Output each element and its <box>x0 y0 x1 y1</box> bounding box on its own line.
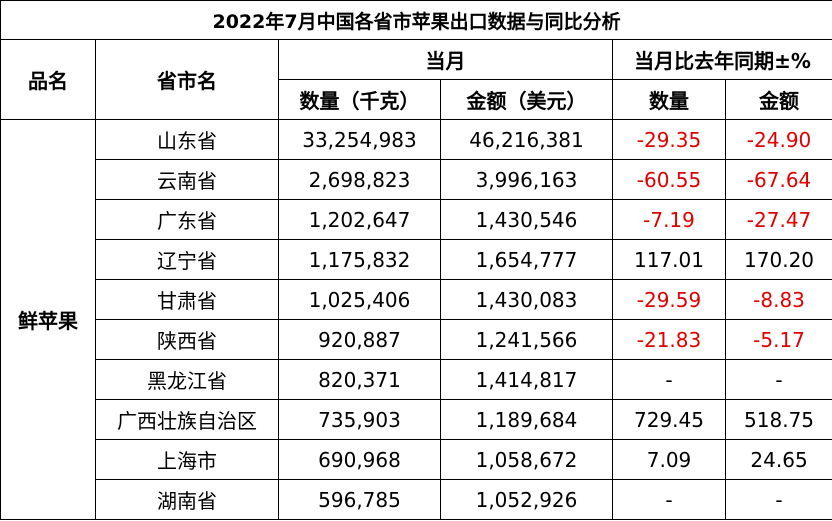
header-product: 品名 <box>0 39 96 120</box>
qty-cell: 1,025,406 <box>278 279 441 320</box>
header-current: 当月 <box>278 39 613 80</box>
qty-cell: 820,371 <box>278 359 441 400</box>
product-cell: 鲜苹果 <box>0 119 96 520</box>
header-yoy-qty: 数量 <box>612 79 726 120</box>
qty-cell: 33,254,983 <box>278 119 441 160</box>
qty-cell: 1,175,832 <box>278 239 441 280</box>
yoy-amount-cell: 518.75 <box>724 399 832 440</box>
data-row: 上海市 690,968 1,058,672 7.09 24.65 <box>1 439 832 480</box>
header-yoy: 当月比去年同期±% <box>611 39 832 80</box>
amount-cell: 1,052,926 <box>440 479 613 520</box>
amount-cell: 3,996,163 <box>440 159 613 200</box>
province-cell: 陕西省 <box>95 319 279 360</box>
header-qty: 数量（千克） <box>278 79 441 120</box>
yoy-amount-cell: - <box>724 479 832 520</box>
yoy-qty-cell: -7.19 <box>612 199 726 240</box>
yoy-amount-cell: -5.17 <box>724 319 832 360</box>
amount-cell: 1,430,083 <box>440 279 613 320</box>
yoy-qty-cell: -21.83 <box>612 319 726 360</box>
data-row: 陕西省 920,887 1,241,566 -21.83 -5.17 <box>1 319 832 360</box>
province-cell: 云南省 <box>95 159 279 200</box>
yoy-qty-cell: -29.35 <box>612 119 726 160</box>
qty-cell: 596,785 <box>278 479 441 520</box>
yoy-qty-cell: 7.09 <box>612 439 726 480</box>
amount-cell: 1,654,777 <box>440 239 613 280</box>
qty-cell: 735,903 <box>278 399 441 440</box>
amount-cell: 1,414,817 <box>440 359 613 400</box>
amount-cell: 46,216,381 <box>440 119 613 160</box>
amount-cell: 1,430,546 <box>440 199 613 240</box>
qty-cell: 1,202,647 <box>278 199 441 240</box>
qty-cell: 920,887 <box>278 319 441 360</box>
province-cell: 广东省 <box>95 199 279 240</box>
yoy-amount-cell: -8.83 <box>724 279 832 320</box>
province-cell: 山东省 <box>95 119 279 160</box>
yoy-qty-cell: -29.59 <box>612 279 726 320</box>
data-row: 鲜苹果 山东省 33,254,983 46,216,381 -29.35 -24.90 <box>0 119 832 520</box>
yoy-qty-cell: 729.45 <box>612 399 726 440</box>
province-cell: 湖南省 <box>95 479 279 520</box>
yoy-qty-cell: 117.01 <box>612 239 726 280</box>
data-row: 云南省 2,698,823 3,996,163 -60.55 -67.64 <box>1 159 832 200</box>
header-province: 省市名 <box>95 39 279 120</box>
amount-cell: 1,189,684 <box>440 399 613 440</box>
data-row: 黑龙江省 820,371 1,414,817- - <box>1 359 832 400</box>
data-row: 甘肃省 1,025,406 1,430,083 -29.59 -8.83 <box>1 279 832 320</box>
yoy-amount-cell: - <box>724 359 832 400</box>
yoy-qty-cell: - <box>612 359 726 400</box>
yoy-qty-cell: -60.55 <box>612 159 726 200</box>
yoy-amount-cell: -27.47 <box>724 199 832 240</box>
yoy-amount-cell: 170.20 <box>724 239 832 280</box>
province-cell: 广西壮族自治区 <box>95 399 279 440</box>
province-cell: 甘肃省 <box>95 279 279 320</box>
data-row: 广东省 1,202,647 1,430,546 -7.19 -27.47 <box>1 199 832 240</box>
province-cell: 辽宁省 <box>95 239 279 280</box>
amount-cell: 1,241,566 <box>440 319 613 360</box>
header-amount: 金额（美元） <box>440 79 613 120</box>
qty-cell: 2,698,823 <box>278 159 441 200</box>
yoy-qty-cell: - <box>612 479 726 520</box>
province-cell: 上海市 <box>95 439 279 480</box>
yoy-amount-cell: -67.64 <box>724 159 832 200</box>
data-row: 广西壮族自治区 735,903 1,189,684 729.45 518.75 <box>1 399 832 440</box>
amount-cell: 1,058,672 <box>440 439 613 480</box>
yoy-amount-cell: 24.65 <box>724 439 832 480</box>
yoy-amount-cell: -24.90 <box>724 119 832 160</box>
data-row: 辽宁省 1,175,832 1,654,777 117.01 170.20 <box>1 239 832 280</box>
data-row: 湖南省 596,785 1,052,926- - <box>1 479 832 520</box>
province-cell: 黑龙江省 <box>95 359 279 400</box>
header-yoy-amount: 金额 <box>724 79 832 120</box>
table-title: 2022年7月中国各省市苹果出口数据与同比分析 <box>0 0 832 40</box>
qty-cell: 690,968 <box>278 439 441 480</box>
